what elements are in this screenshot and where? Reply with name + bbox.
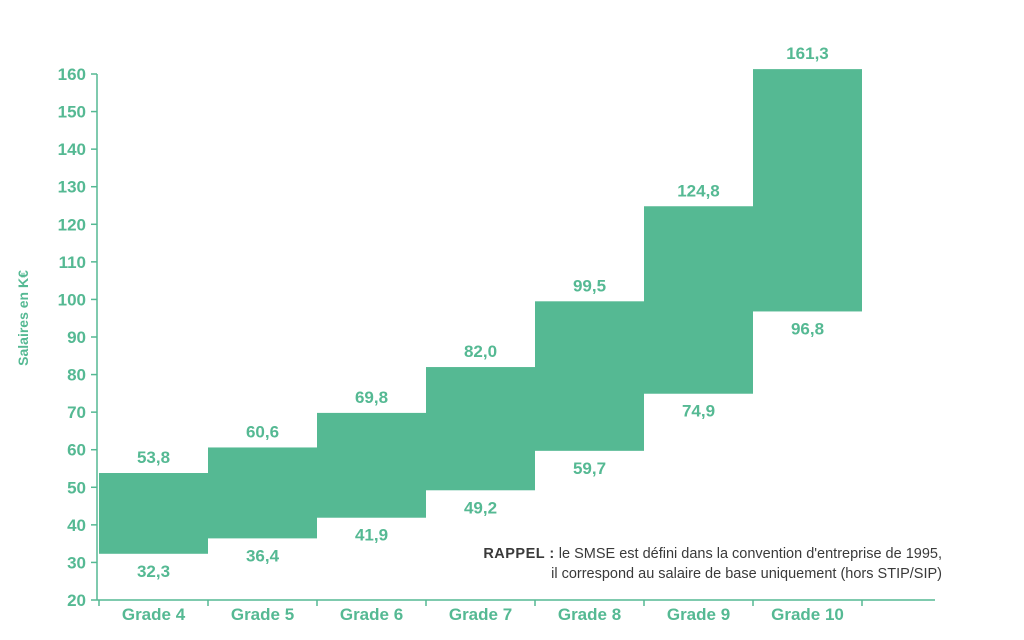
max-value-label: 60,6 xyxy=(246,422,279,441)
max-value-label: 82,0 xyxy=(464,342,497,361)
range-bar xyxy=(99,473,208,554)
x-category-label: Grade 10 xyxy=(771,605,844,624)
note-prefix: RAPPEL : xyxy=(483,546,555,562)
min-value-label: 96,8 xyxy=(791,319,824,338)
range-bar xyxy=(535,301,644,451)
y-tick-label: 90 xyxy=(67,328,86,347)
note-line-2: il correspond au salaire de base uniquem… xyxy=(551,566,942,582)
range-bar xyxy=(753,69,862,312)
max-value-label: 124,8 xyxy=(677,181,720,200)
min-value-label: 32,3 xyxy=(137,562,170,581)
chart-bars xyxy=(99,69,862,554)
x-category-label: Grade 4 xyxy=(122,605,186,624)
y-tick-label: 70 xyxy=(67,403,86,422)
y-tick-label: 100 xyxy=(58,290,86,309)
max-value-label: 161,3 xyxy=(786,44,829,63)
y-tick-label: 30 xyxy=(67,553,86,572)
chart-value-labels: 53,8 32,3 60,6 36,4 69,8 41,9 82,0 49,2 99,5 59,7… xyxy=(137,44,829,581)
y-tick-label: 110 xyxy=(59,253,86,272)
min-value-label: 41,9 xyxy=(355,526,388,545)
min-value-label: 74,9 xyxy=(682,402,715,421)
x-category-label: Grade 9 xyxy=(667,605,730,624)
y-tick-label: 130 xyxy=(58,178,86,197)
reminder-note: RAPPEL : le SMSE est défini dans la conv… xyxy=(483,544,942,584)
y-tick-label: 120 xyxy=(58,215,86,234)
y-tick-label: 40 xyxy=(67,516,86,535)
min-value-label: 49,2 xyxy=(464,498,497,517)
y-tick-label: 160 xyxy=(58,65,86,84)
chart-axes: 20 30 40 50 60 70 80 90 100 110 120 130 140 150 160 Gra… xyxy=(58,65,935,624)
min-value-label: 59,7 xyxy=(573,459,606,478)
y-axis-label: Salaires en K€ xyxy=(15,270,31,366)
y-tick-label: 140 xyxy=(58,140,86,159)
y-tick-label: 60 xyxy=(67,441,86,460)
y-tick-label: 50 xyxy=(67,478,86,497)
y-tick-label: 20 xyxy=(67,591,86,610)
x-category-label: Grade 5 xyxy=(231,605,294,624)
note-line-1: le SMSE est défini dans la convention d'… xyxy=(558,546,942,562)
min-value-label: 36,4 xyxy=(246,546,280,565)
max-value-label: 53,8 xyxy=(137,448,170,467)
y-tick-label: 150 xyxy=(58,103,86,122)
range-bar xyxy=(317,412,426,518)
x-category-label: Grade 7 xyxy=(449,605,512,624)
range-bar xyxy=(208,447,317,539)
max-value-label: 69,8 xyxy=(355,388,388,407)
max-value-label: 99,5 xyxy=(573,276,606,295)
x-category-label: Grade 8 xyxy=(558,605,621,624)
x-category-label: Grade 6 xyxy=(340,605,403,624)
y-tick-label: 80 xyxy=(67,366,86,385)
range-bar xyxy=(644,206,753,394)
range-bar xyxy=(426,367,535,491)
